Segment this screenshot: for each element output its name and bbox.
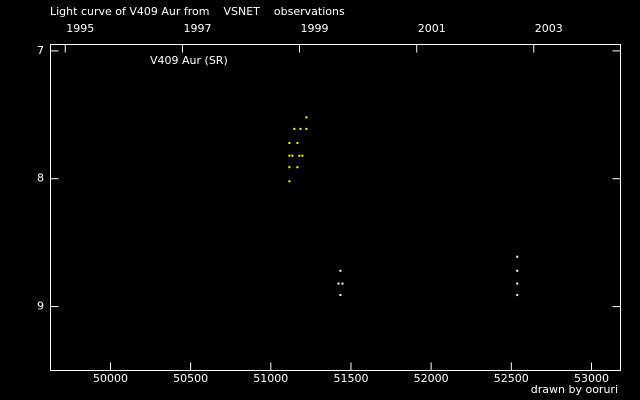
data-point [288, 141, 291, 144]
y-tick-label: 7 [37, 44, 44, 57]
x2-tick-label: 1999 [301, 22, 329, 35]
data-point [296, 166, 299, 169]
annotation: V409 Aur (SR) [150, 54, 228, 67]
x-tick-label: 53000 [574, 372, 609, 385]
data-point [288, 154, 291, 157]
data-point [305, 127, 308, 130]
data-point [516, 282, 519, 285]
data-point [516, 269, 519, 272]
data-point [296, 141, 299, 144]
title-part: Light curve of V409 Aur from [50, 5, 210, 18]
data-point [288, 166, 291, 169]
x-tick-label: 52000 [414, 372, 449, 385]
data-point [516, 255, 519, 258]
data-point [339, 269, 342, 272]
x2-tick-label: 1997 [183, 22, 211, 35]
credit: drawn by ooruri [531, 383, 618, 396]
data-point [299, 127, 302, 130]
data-point [341, 282, 344, 285]
title-part: VSNET [224, 5, 261, 18]
x-tick-label: 52500 [494, 372, 529, 385]
title-part: observations [274, 5, 345, 18]
data-point [305, 116, 308, 119]
x2-tick-label: 1995 [66, 22, 94, 35]
data-point [339, 294, 342, 297]
data-point [301, 154, 304, 157]
plot-frame [50, 44, 621, 371]
x2-tick-label: 2001 [418, 22, 446, 35]
x-tick-label: 51000 [253, 372, 288, 385]
y-tick-label: 9 [37, 300, 44, 313]
data-point [288, 180, 291, 183]
y-tick-label: 8 [37, 172, 44, 185]
x2-tick-label: 2003 [535, 22, 563, 35]
x-tick-label: 50000 [93, 372, 128, 385]
data-point [516, 294, 519, 297]
data-point [298, 154, 301, 157]
x-tick-label: 50500 [173, 372, 208, 385]
x-tick-label: 51500 [333, 372, 368, 385]
data-point [337, 282, 340, 285]
data-point [291, 154, 294, 157]
data-point [293, 127, 296, 130]
